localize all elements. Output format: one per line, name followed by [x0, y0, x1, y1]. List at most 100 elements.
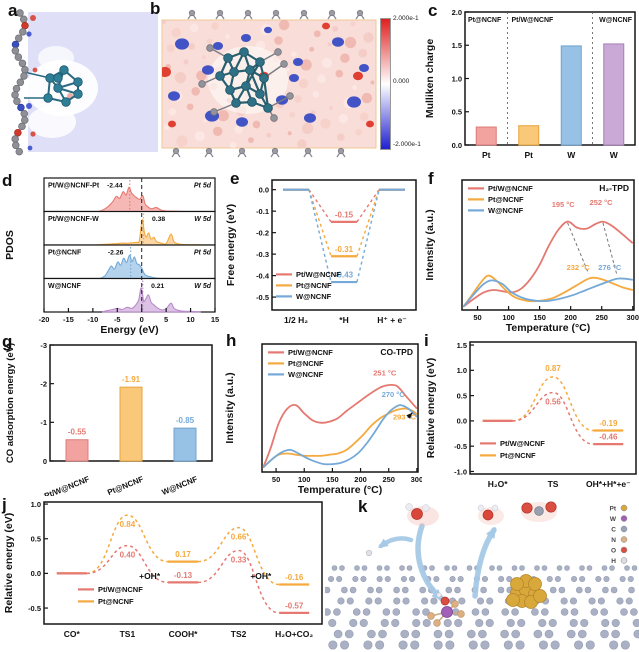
svg-text:200: 200 [564, 313, 577, 322]
svg-text:1.0: 1.0 [31, 500, 41, 509]
svg-text:0.5: 0.5 [457, 391, 467, 400]
svg-text:50: 50 [272, 475, 280, 484]
svg-text:250: 250 [382, 475, 395, 484]
svg-text:-0.13: -0.13 [174, 571, 193, 580]
h2-tpd-plot: 50 100 150 200 250 300 195 °C 252 °C 232 °C 276 °… [424, 179, 639, 334]
svg-text:Pt@NCNF: Pt@NCNF [488, 195, 524, 204]
svg-text:Pt@NCNF: Pt@NCNF [500, 451, 536, 460]
svg-text:W@NCNF: W@NCNF [288, 370, 324, 379]
svg-text:232 °C: 232 °C [567, 263, 591, 272]
svg-text:-1: -1 [40, 418, 47, 427]
panel-f-label: f [428, 169, 434, 188]
svg-text:Pt/W@NCNF-W: Pt/W@NCNF-W [48, 216, 99, 223]
colorbar-max-label: 2.000e-1 [393, 15, 419, 22]
svg-text:CO*: CO* [64, 629, 81, 639]
panel-b: b [148, 0, 380, 168]
svg-text:270 °C: 270 °C [382, 390, 406, 399]
svg-text:-1.0: -1.0 [454, 467, 467, 476]
svg-text:-0.2: -0.2 [256, 228, 269, 237]
svg-text:W 5d: W 5d [194, 216, 211, 223]
svg-text:Pt 5d: Pt 5d [194, 183, 212, 190]
svg-text:10: 10 [186, 315, 194, 324]
panel-f: f 50 100 150 200 250 300 195 °C 252 °C 232 °C 276… [422, 170, 639, 335]
svg-text:W@NCNF: W@NCNF [599, 17, 633, 24]
svg-text:276 °C: 276 °C [598, 263, 622, 272]
svg-text:Intensity (a.u.): Intensity (a.u.) [424, 209, 436, 280]
svg-text:W 5d: W 5d [194, 283, 211, 290]
svg-text:2.0: 2.0 [452, 8, 462, 17]
svg-text:-10: -10 [87, 315, 98, 324]
svg-text:-2.26: -2.26 [108, 250, 124, 257]
pdos-plot: Pt/W@NCNF-Pt Pt 5d -2.44 Pt/W@NCNF-W W 5d 0.3… [4, 177, 219, 335]
svg-text:0: 0 [43, 457, 47, 466]
svg-text:0.0: 0.0 [259, 185, 269, 194]
svg-text:-0.85: -0.85 [176, 416, 195, 425]
colorbar-min-label: -2.000e-1 [393, 141, 421, 148]
svg-text:-1.91: -1.91 [122, 375, 141, 384]
svg-text:100: 100 [502, 313, 515, 322]
svg-text:TS2: TS2 [231, 629, 247, 639]
svg-text:Pt@NCNF: Pt@NCNF [98, 597, 134, 606]
svg-text:H₂O*: H₂O* [488, 479, 509, 489]
svg-text:+OH*: +OH* [139, 571, 161, 581]
svg-text:H₂-TPD: H₂-TPD [599, 183, 629, 193]
panel-k: k Pt W C N O H [325, 496, 639, 652]
svg-text:0.38: 0.38 [152, 216, 165, 223]
co-adsorption-bar-chart: 0 -1 -2 -3 -0.55 Pt/W@NCNF -1.91 Pt@NCNF -0.85 W@… [5, 341, 213, 496]
svg-text:Pt@NCNF: Pt@NCNF [468, 17, 502, 24]
svg-text:Pt/W@NCNF: Pt/W@NCNF [500, 439, 545, 448]
svg-text:Pt/W@NCNF: Pt/W@NCNF [488, 184, 533, 193]
svg-text:Pt@NCNF: Pt@NCNF [288, 359, 324, 368]
svg-text:251 °C: 251 °C [373, 369, 397, 378]
svg-text:H₂O+CO₂: H₂O+CO₂ [275, 629, 313, 639]
svg-text:W@NCNF: W@NCNF [161, 474, 199, 496]
svg-text:Intensity (a.u.): Intensity (a.u.) [224, 372, 236, 443]
svg-text:-0.16: -0.16 [285, 573, 304, 582]
svg-text:150: 150 [533, 313, 546, 322]
panel-e: e 0.0 -0.1 -0.2 -0.3 -0.4 -0.5 1/2 H₂ *H H⁺ + e⁻… [222, 170, 422, 335]
svg-text:-20: -20 [39, 315, 50, 324]
svg-text:1/2 H₂: 1/2 H₂ [284, 315, 308, 325]
svg-text:Pt/W@NCNF: Pt/W@NCNF [512, 17, 555, 24]
svg-text:195 °C: 195 °C [552, 200, 576, 209]
svg-text:252 °C: 252 °C [590, 198, 614, 207]
svg-text:N: N [611, 537, 616, 544]
panel-i-label: i [424, 331, 429, 350]
svg-text:0.84: 0.84 [120, 520, 136, 529]
svg-text:-0.5: -0.5 [454, 442, 467, 451]
panel-h: h 50 100 150 200 250 300 251 °C 270 °C 293 °C CO-… [222, 330, 422, 496]
svg-text:Pt@NCNF: Pt@NCNF [106, 474, 145, 496]
panel-c-label: c [428, 1, 438, 20]
svg-text:0.5: 0.5 [31, 535, 41, 544]
svg-text:0.0: 0.0 [457, 417, 467, 426]
svg-text:0: 0 [140, 315, 144, 324]
svg-text:Mulliken charge: Mulliken charge [424, 39, 436, 119]
svg-text:0.21: 0.21 [151, 283, 164, 290]
water-dissociation-energy-diagram: -1.0 -0.5 0.0 0.5 1.0 1.5 H₂O* TS OH*+H*+e⁻ -0.19… [425, 341, 637, 489]
svg-text:Pt@NCNF: Pt@NCNF [296, 281, 332, 290]
svg-text:W@NCNF: W@NCNF [488, 206, 524, 215]
svg-text:5: 5 [164, 315, 168, 324]
svg-text:-0.43: -0.43 [335, 271, 354, 280]
svg-text:0.33: 0.33 [231, 556, 247, 565]
svg-text:H⁺ + e⁻: H⁺ + e⁻ [377, 315, 407, 325]
svg-text:1.5: 1.5 [457, 341, 467, 350]
co-tpd-plot: 50 100 150 200 250 300 251 °C 270 °C 293 °C CO-TP… [224, 343, 422, 496]
svg-text:1.5: 1.5 [452, 41, 462, 50]
svg-text:W: W [567, 150, 576, 160]
panel-a: a [0, 0, 168, 168]
svg-text:W: W [610, 150, 619, 160]
svg-text:PDOS: PDOS [4, 230, 16, 260]
svg-text:O: O [611, 548, 616, 555]
svg-text:0.0: 0.0 [452, 141, 462, 150]
svg-text:Energy (eV): Energy (eV) [100, 324, 158, 335]
svg-text:0.40: 0.40 [120, 551, 136, 560]
svg-text:-0.57: -0.57 [285, 601, 304, 610]
mulliken-charge-bar-chart: 0.0 0.5 1.0 1.5 2.0 Pt Pt W W Pt@NCNF Pt/W@NCNF W@N… [424, 8, 636, 160]
svg-text:COOH*: COOH* [169, 629, 199, 639]
svg-text:0.87: 0.87 [545, 364, 561, 373]
svg-text:-3: -3 [40, 341, 47, 350]
svg-text:0.0: 0.0 [31, 569, 41, 578]
